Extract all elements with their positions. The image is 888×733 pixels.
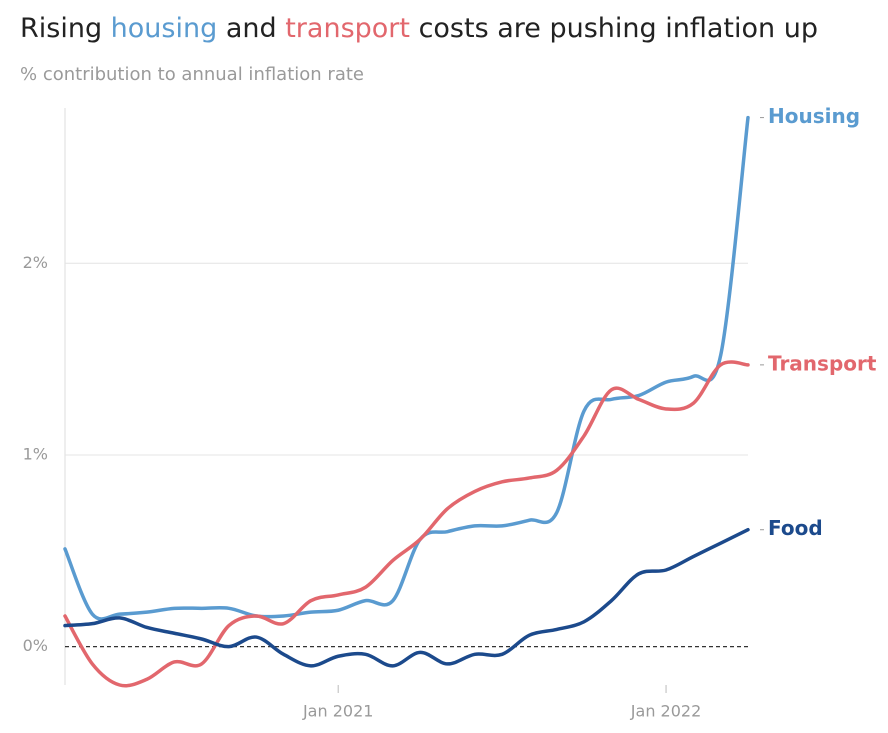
title-part: housing [111, 13, 218, 44]
series-line [63, 360, 750, 688]
series-line [63, 115, 750, 621]
y-tick-label: 1% [23, 444, 48, 463]
x-tick-label: Jan 2021 [302, 702, 373, 721]
y-tick-label: 2% [23, 253, 48, 272]
title-part: transport [285, 13, 410, 44]
chart-subtitle: % contribution to annual inflation rate [20, 64, 364, 85]
legend-label: Housing [768, 104, 860, 128]
legend-label: Food [768, 516, 823, 540]
x-tick-label: Jan 2022 [630, 702, 701, 721]
y-tick-label: 0% [23, 636, 48, 655]
title-part: costs are pushing inflation up [410, 13, 818, 44]
legend-label: Transport [768, 351, 877, 375]
title-part: Rising [20, 13, 111, 44]
chart-title: Rising housing and transport costs are p… [20, 13, 818, 44]
series-line [63, 527, 750, 668]
title-part: and [217, 13, 285, 44]
